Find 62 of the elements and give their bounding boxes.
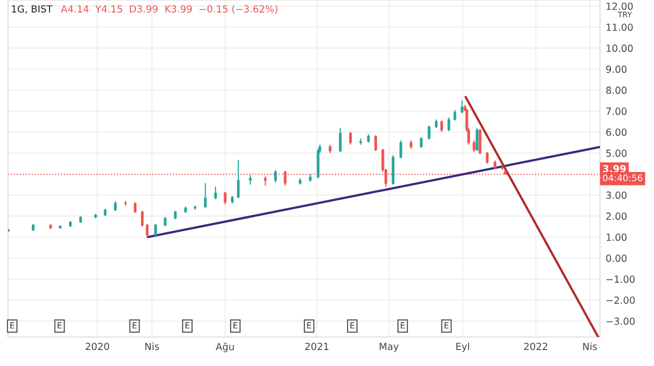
x-tick-label: Eyl <box>456 342 470 352</box>
candlestick <box>146 223 148 239</box>
x-tick-label: 2020 <box>86 342 110 350</box>
candlestick <box>472 140 476 153</box>
x-tick-label: 2021 <box>305 342 328 350</box>
chart-title: 1G, BIST <box>12 5 53 14</box>
annotation: E <box>350 322 354 328</box>
x-tick-label: Nis <box>145 342 159 350</box>
candlestick <box>478 128 482 155</box>
y-tick-label: 0.00 <box>606 254 627 262</box>
candlestick <box>114 200 117 212</box>
y-tick-label: −2.00 <box>606 296 635 304</box>
candlestick <box>141 210 144 228</box>
candlestick <box>224 191 226 206</box>
candlestick <box>248 174 252 186</box>
x-tick-label: Ağu <box>216 342 234 352</box>
annotation: E <box>234 322 238 328</box>
candlestick <box>236 159 240 199</box>
candlestick <box>440 120 443 133</box>
candlestick <box>164 216 166 227</box>
candlestick <box>486 151 489 164</box>
y-tick-label: 5.00 <box>606 150 627 157</box>
y-tick-label: 1.00 <box>606 234 627 241</box>
y-tick-label: −3.00 <box>606 318 635 325</box>
candlestick <box>500 165 504 170</box>
y-tick-label: 6.00 <box>606 128 627 136</box>
candlestick <box>476 127 478 152</box>
y-tick-label: 7.00 <box>606 108 627 115</box>
annotation: E <box>132 322 137 328</box>
chart-subtitle: A4.14 Y4.15 D3.99 K3.99 −0.15 (−3.62%) <box>60 5 278 14</box>
annotation: E <box>10 322 14 328</box>
candlestick <box>428 125 430 140</box>
annotation: E <box>307 322 312 328</box>
candlestick <box>154 223 157 237</box>
candlestick <box>374 134 378 152</box>
candlestick <box>204 182 207 208</box>
candlestick <box>349 132 352 146</box>
y-tick-label: 10.00 <box>606 44 633 52</box>
x-tick-label: 2022 <box>524 342 548 350</box>
y-tick-label: 3.00 <box>606 192 627 199</box>
candlestick <box>420 136 423 148</box>
candlestick <box>454 109 456 122</box>
y-tick-label: −1.00 <box>606 276 635 283</box>
y-tick-label: 8.00 <box>606 86 627 94</box>
annotation: E <box>186 322 190 328</box>
y-tick-label: 9.00 <box>606 66 627 73</box>
candlestick <box>460 100 464 114</box>
candlestick <box>274 169 277 184</box>
y-tick-label: 2.00 <box>606 212 627 220</box>
candlestick <box>134 202 136 214</box>
candlestick <box>448 116 450 132</box>
candlestick <box>214 186 217 200</box>
annotation: E <box>444 322 449 328</box>
text: 04:40:56 <box>602 174 642 182</box>
candlestick <box>400 140 402 159</box>
annotation: E <box>58 322 62 328</box>
x-tick-label: May <box>380 342 399 352</box>
candlestick <box>338 127 342 153</box>
y-tick-label: 11.00 <box>606 24 633 31</box>
x-tick-label: Nis <box>583 342 597 350</box>
y-tick-label: 12.00 <box>606 2 633 10</box>
annotation: E <box>400 322 405 328</box>
